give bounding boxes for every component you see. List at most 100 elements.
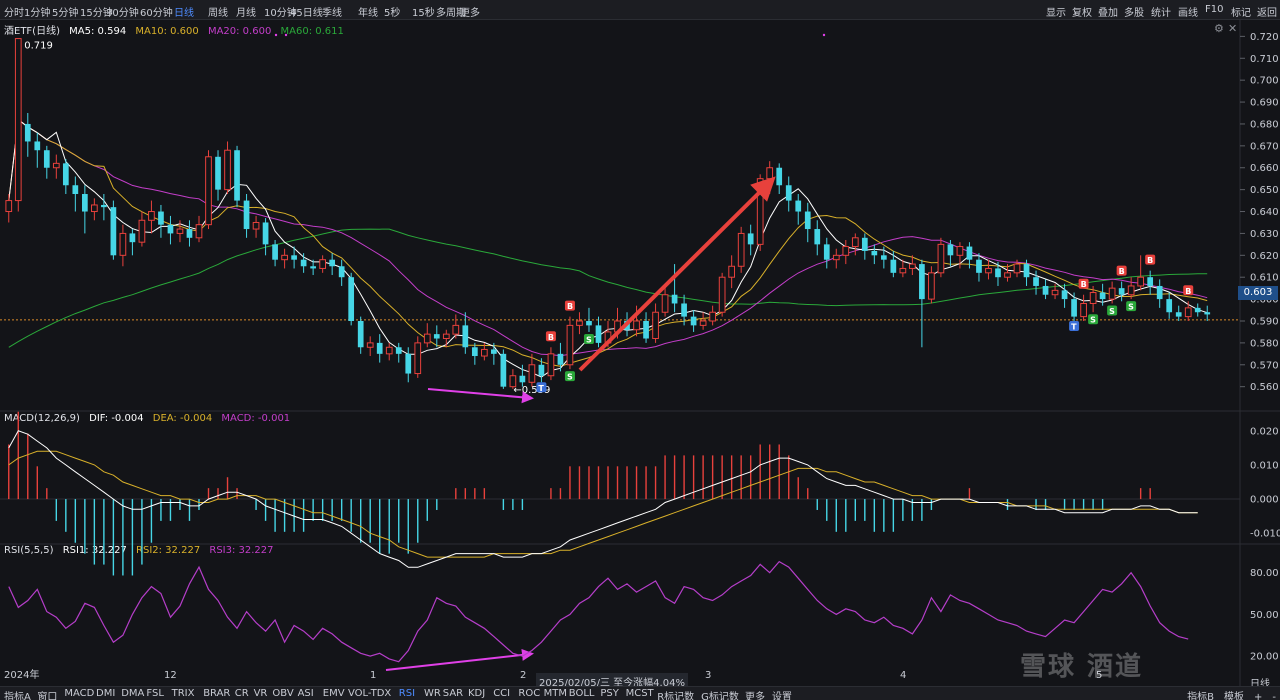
candle-body	[491, 349, 497, 354]
candle-body	[34, 141, 41, 151]
toolbar-right-item-3[interactable]: 多股	[1124, 8, 1144, 19]
indicator-tab-18[interactable]: CCI	[493, 688, 511, 699]
indicator-tab-17[interactable]: KDJ	[468, 688, 486, 699]
y-tick-label: 0.610	[1250, 273, 1279, 284]
candle-body	[814, 229, 821, 245]
indicator-tab-25[interactable]: G标记数	[701, 692, 739, 700]
ma60-line	[8, 228, 1208, 348]
bottom-right-item-1[interactable]: 模板	[1224, 692, 1244, 700]
period-tab-1[interactable]: 1分钟	[24, 8, 51, 19]
indicator-tab-14[interactable]: RSI	[398, 688, 416, 699]
candle-body	[62, 163, 69, 186]
indicator-tab-8[interactable]: CR	[234, 688, 249, 699]
period-tab-12[interactable]: 年线	[358, 8, 378, 19]
candle-body	[595, 325, 602, 343]
marker-dot	[822, 33, 826, 37]
timeframe-axis-label: 日线	[1250, 679, 1270, 690]
bottom-right-item-0[interactable]: 指标B	[1187, 692, 1214, 700]
indicator-tab-5[interactable]: FSL	[146, 688, 164, 699]
indicator-tab-12[interactable]: EMV	[322, 688, 345, 699]
period-tab-9[interactable]: 10分钟	[264, 8, 297, 19]
dea-line	[8, 450, 1198, 558]
indicator-tab-21[interactable]: BOLL	[568, 688, 595, 699]
candle-body	[14, 38, 22, 202]
period-tab-16[interactable]: 更多	[460, 8, 480, 19]
indicator-tab-20[interactable]: MTM	[543, 688, 567, 699]
y-tick-label: 0.570	[1250, 360, 1279, 371]
period-tab-15[interactable]: 多周期	[436, 8, 466, 19]
candle-body	[81, 194, 88, 212]
candle-body	[24, 123, 31, 142]
toolbar-right-item-0[interactable]: 显示	[1046, 8, 1066, 19]
indicator-tab-13[interactable]: VOL-TDX	[348, 688, 392, 699]
candle-body	[5, 200, 13, 213]
macd-panel-title: MACD(12,26,9)	[4, 413, 80, 424]
x-axis-label: 4	[900, 670, 906, 681]
candle-body	[272, 244, 278, 260]
period-tab-14[interactable]: 15秒	[412, 8, 435, 19]
signal-marker-label: B	[1119, 267, 1125, 276]
x-axis-label: 12	[164, 670, 177, 681]
stock-chart[interactable]: 0.720 0.710 0.700 0.690 0.680 0.670 0.660 0.650…	[0, 20, 1280, 686]
high-price-label: 0.719	[24, 41, 53, 52]
dif-line	[8, 430, 1198, 568]
indicator-tab-2[interactable]: MACD	[64, 688, 95, 699]
period-tab-2[interactable]: 5分钟	[52, 8, 79, 19]
x-axis-label: 1	[370, 670, 376, 681]
indicator-tab-11[interactable]: ASI	[297, 688, 314, 699]
candle-body	[500, 353, 507, 387]
candle-body	[338, 266, 345, 278]
toolbar-right-item-7[interactable]: 标记	[1231, 8, 1251, 19]
candle-body	[471, 347, 478, 357]
candle-body	[851, 237, 859, 248]
indicator-tab-3[interactable]: DMI	[96, 688, 116, 699]
indicator-tab-16[interactable]: SAR	[442, 688, 464, 699]
period-tab-5[interactable]: 60分钟	[140, 8, 173, 19]
period-tab-0[interactable]: 分时	[4, 8, 24, 19]
close-icon[interactable]: ✕	[1228, 22, 1238, 35]
toolbar-right-item-6[interactable]: F10	[1205, 4, 1224, 15]
candle-body	[442, 333, 450, 340]
period-tab-3[interactable]: 15分钟	[80, 8, 113, 19]
toolbar-right-item-1[interactable]: 复权	[1072, 8, 1092, 19]
indicator-tab-0[interactable]: 指标A	[4, 692, 31, 700]
indicator-tab-24[interactable]: R标记数	[657, 692, 695, 700]
period-tab-13[interactable]: 5秒	[384, 8, 401, 19]
candle-body	[842, 246, 850, 256]
signal-marker-label: B	[1081, 280, 1087, 289]
indicator-tab-19[interactable]: ROC	[518, 688, 541, 699]
indicator-tab-1[interactable]: 窗口	[37, 692, 58, 700]
indicator-tab-27[interactable]: 设置	[772, 692, 792, 700]
indicator-tab-9[interactable]: VR	[253, 688, 268, 699]
bottom-right-item-3[interactable]: -	[1272, 692, 1276, 700]
candle-body	[414, 342, 422, 375]
indicator-tab-4[interactable]: DMA	[121, 688, 145, 699]
toolbar-right-item-8[interactable]: 返回	[1257, 8, 1277, 19]
candle-body	[43, 150, 50, 168]
candle-body	[91, 204, 98, 213]
rsi-panel-title: RSI(5,5,5)	[4, 545, 54, 556]
settings-gear-icon[interactable]: ⚙	[1214, 22, 1224, 35]
period-tab-7[interactable]: 周线	[208, 8, 228, 19]
indicator-tab-23[interactable]: MCST	[625, 688, 654, 699]
period-tab-11[interactable]: 季线	[322, 8, 342, 19]
divergence-arrow-price	[427, 388, 534, 404]
y-tick-label: 0.590	[1250, 316, 1279, 327]
period-tab-4[interactable]: 30分钟	[106, 8, 139, 19]
period-tab-10[interactable]: 45日线	[290, 8, 323, 19]
y-tick-label: 0.670	[1250, 141, 1279, 152]
period-tab-6[interactable]: 日线	[174, 8, 194, 19]
indicator-tab-22[interactable]: PSY	[600, 688, 619, 699]
indicator-tab-10[interactable]: OBV	[272, 688, 294, 699]
candle-body	[995, 268, 1001, 278]
indicator-tab-15[interactable]: WR	[424, 688, 441, 699]
bottom-right-item-2[interactable]: +	[1254, 692, 1263, 700]
toolbar-right-item-4[interactable]: 统计	[1151, 8, 1171, 19]
toolbar-right-item-5[interactable]: 画线	[1178, 8, 1198, 19]
toolbar-right-item-2[interactable]: 叠加	[1098, 8, 1118, 19]
indicator-tab-6[interactable]: TRIX	[171, 688, 195, 699]
indicator-tab-7[interactable]: BRAR	[203, 688, 231, 699]
signal-marker-label: T	[1071, 322, 1077, 331]
indicator-tab-26[interactable]: 更多	[745, 692, 765, 700]
period-tab-8[interactable]: 月线	[236, 8, 256, 19]
